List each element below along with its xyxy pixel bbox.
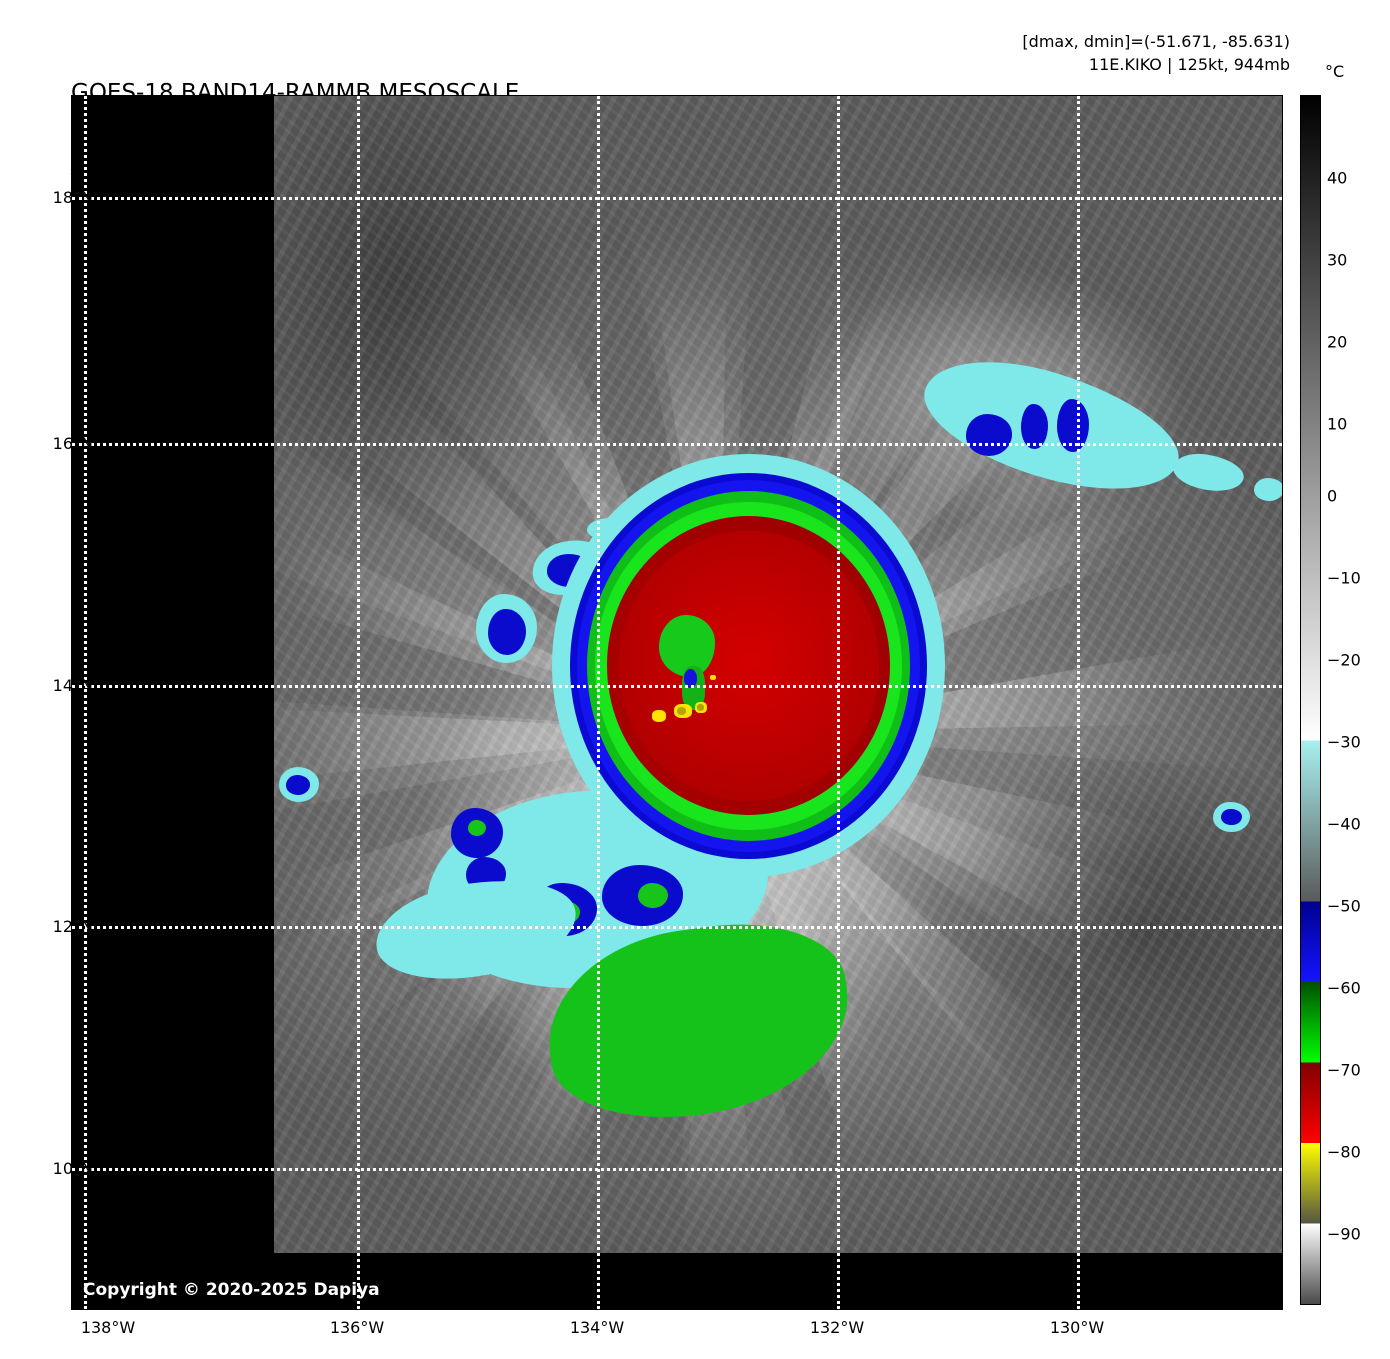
colorbar-tick-label: −20 <box>1327 650 1361 670</box>
colorbar-tick-label: −90 <box>1327 1224 1361 1244</box>
coldest-top-yellow-1 <box>652 709 667 722</box>
gridline-lat-18 <box>72 197 1282 200</box>
title-product: GOES-18 BAND14-RAMMB MESOSCALE <box>71 80 520 106</box>
core-ring-red-inner <box>618 530 879 801</box>
north-band-cyan-far-east <box>1253 477 1282 501</box>
storm-core <box>552 454 946 878</box>
gridline-lat-12 <box>72 926 1282 929</box>
gridline-lat-10 <box>72 1168 1282 1171</box>
colorbar-tick-label: 0 <box>1327 486 1338 506</box>
colorbar-unit-label: °C <box>1325 62 1345 81</box>
y-tick-label: 16°N <box>52 434 93 453</box>
y-tick-label: 14°N <box>52 676 93 695</box>
satellite-raster <box>274 96 1282 1253</box>
w-cell <box>286 775 311 795</box>
nw-cell-2 <box>488 608 527 655</box>
x-tick-label: 138°W <box>80 1318 136 1337</box>
gridline-lat-16 <box>72 443 1282 446</box>
e-cell <box>1221 808 1242 825</box>
colorbar-tick-label: −40 <box>1327 814 1361 834</box>
gridline-lon-136 <box>357 96 360 1309</box>
colorbar-tick-label: 40 <box>1327 168 1348 188</box>
y-tick-label: 12°N <box>52 917 93 936</box>
y-tick-label: 18°N <box>52 188 93 207</box>
colorbar-tick-label: 30 <box>1327 250 1348 270</box>
colorbar-tick-label: −70 <box>1327 1060 1361 1080</box>
y-tick-label: 10°N <box>52 1159 93 1178</box>
colorbar-tick-label: −50 <box>1327 896 1361 916</box>
metadata-block: [dmax, dmin]=(-51.671, -85.631) 11E.KIKO… <box>1022 30 1290 76</box>
gridline-lon-134 <box>597 96 600 1309</box>
gridline-lon-132 <box>837 96 840 1309</box>
coldest-top-olive-1 <box>677 706 687 715</box>
sw-cell-1-core <box>467 820 487 837</box>
north-band-cell-2 <box>1021 403 1048 449</box>
x-tick-label: 130°W <box>1049 1318 1105 1337</box>
sw-cell-4-core <box>637 882 668 909</box>
copyright-text: Copyright © 2020-2025 Dapiya <box>83 1280 380 1300</box>
colorbar-gradient <box>1301 96 1320 1304</box>
north-band-cell-1 <box>965 414 1013 456</box>
coldest-top-yellow-4 <box>710 674 716 681</box>
colorbar-tick-label: 10 <box>1327 414 1348 434</box>
coldest-top-olive-2 <box>696 704 705 712</box>
colorbar-tick-label: −60 <box>1327 978 1361 998</box>
x-tick-label: 134°W <box>569 1318 625 1337</box>
colorbar-tick-label: −10 <box>1327 568 1361 588</box>
eye-feature-blue <box>683 669 698 688</box>
colorbar <box>1300 95 1321 1305</box>
storm-info-label: 11E.KIKO | 125kt, 944mb <box>1088 55 1290 74</box>
gridline-lat-14 <box>72 685 1282 688</box>
satellite-image-plot <box>71 95 1283 1310</box>
x-tick-label: 136°W <box>329 1318 385 1337</box>
gridline-lon-130 <box>1077 96 1080 1309</box>
x-tick-label: 132°W <box>809 1318 865 1337</box>
colorbar-tick-label: −30 <box>1327 732 1361 752</box>
colorbar-tick-label: 20 <box>1327 332 1348 352</box>
dmax-dmin-label: [dmax, dmin]=(-51.671, -85.631) <box>1022 32 1290 51</box>
colorbar-tick-label: −80 <box>1327 1142 1361 1162</box>
gridline-lon-138 <box>84 96 87 1309</box>
